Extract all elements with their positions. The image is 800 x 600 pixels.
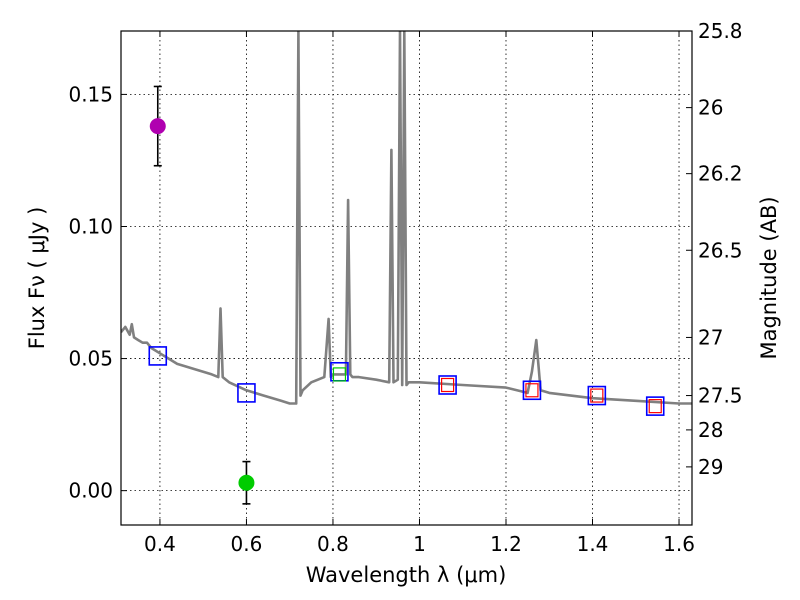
model-square-marker <box>590 388 604 403</box>
x-tick-label: 0.8 <box>317 532 349 556</box>
model-square-marker <box>332 367 347 382</box>
observed-square-marker <box>438 375 457 395</box>
y-tick-label: 0.15 <box>68 82 113 106</box>
photometry-point <box>149 118 166 135</box>
y2-tick-label: 27 <box>698 325 723 349</box>
x-tick-label: 1.6 <box>663 532 695 556</box>
y2-tick-label: 25.8 <box>698 19 743 43</box>
x-axis-label: Wavelength λ (μm) <box>306 563 507 587</box>
x-tick-label: 1.2 <box>490 532 522 556</box>
model-square-marker <box>525 383 539 398</box>
y2-tick-label: 28 <box>698 418 723 442</box>
x-tick-label: 0.6 <box>231 532 263 556</box>
observed-square-marker <box>522 380 542 401</box>
x-tick-label: 1 <box>413 532 426 556</box>
photometry-point <box>238 474 255 491</box>
grid-layer <box>121 31 692 525</box>
observed-square-marker <box>148 346 168 366</box>
observed-square-marker <box>237 383 256 403</box>
plot-frame <box>120 30 693 526</box>
model-square-marker <box>440 377 455 393</box>
y-axis-label: Flux Fν ( μJy ) <box>25 207 49 350</box>
y2-tick-label: 26.5 <box>698 238 743 262</box>
y2-tick-label: 27.5 <box>698 384 743 408</box>
y-tick-label: 0.05 <box>68 347 113 371</box>
y-tick-label: 0.10 <box>68 214 113 238</box>
observed-square-marker <box>587 385 607 406</box>
plot-layer <box>121 31 692 505</box>
y2-tick-label: 26 <box>698 96 723 120</box>
y2-tick-label: 29 <box>698 455 723 479</box>
y2-tick-label: 26.2 <box>698 162 743 186</box>
model-square-marker <box>648 399 662 414</box>
x-tick-label: 0.4 <box>144 532 176 556</box>
y-tick-label: 0.00 <box>68 479 113 503</box>
tick-layer: 0.4 0.6 0.8 1 1.2 1.4 1.6 0.00 0.05 0.10 0.15 25.8 2… <box>68 19 742 556</box>
observed-square-marker <box>645 396 665 416</box>
y2-axis-label: Magnitude (AB) <box>757 196 781 359</box>
x-tick-label: 1.4 <box>577 532 609 556</box>
